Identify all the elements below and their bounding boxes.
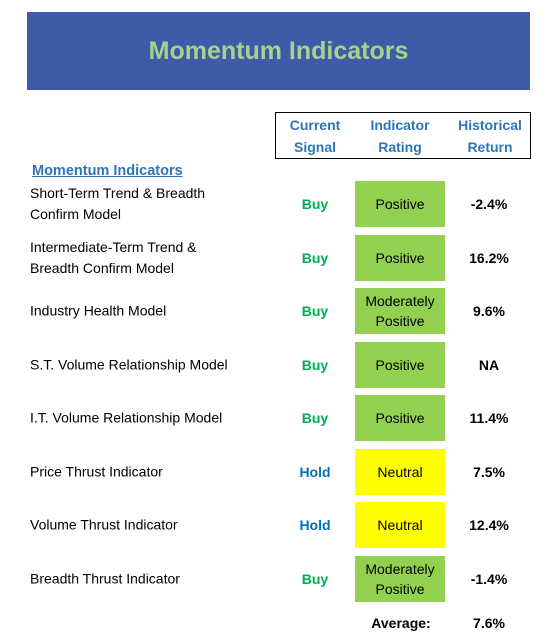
signal: Buy <box>301 570 329 587</box>
row-name-line: Breadth Thrust Indicator <box>30 570 180 586</box>
rating-box: Positive <box>355 395 445 441</box>
historical-return: 12.4% <box>469 517 509 533</box>
signal: Buy <box>301 410 329 426</box>
signal: Hold <box>299 517 331 533</box>
column-header: Indicator Rating <box>370 117 430 155</box>
column-header: Current Signal <box>289 117 341 155</box>
signal: Buy <box>301 196 329 212</box>
rating: Positive <box>375 410 425 426</box>
row-name-line: Price Thrust Indicator <box>30 463 163 479</box>
row-name-line: Industry Health Model <box>30 302 167 319</box>
historical-return: 16.2% <box>469 249 509 266</box>
historical-return: NA <box>478 356 500 373</box>
banner: Momentum Indicators <box>27 12 530 90</box>
row-name: Short-Term Trend & Breadth Confirm Model <box>30 183 205 225</box>
row-name-line: Confirm Model <box>30 206 122 222</box>
historical-return: 9.6% <box>473 303 505 319</box>
rating-box: Moderately Positive <box>355 288 445 334</box>
historical-return: -2.4% <box>470 196 508 212</box>
row-name-line: I.T. Volume Relationship Model <box>30 409 223 426</box>
row-name-line: Intermediate-Term Trend & <box>30 238 197 255</box>
signal: Buy <box>301 249 329 266</box>
rating-box: Positive <box>355 181 445 227</box>
row-name: Breadth Thrust Indicator <box>30 568 180 589</box>
row-name: I.T. Volume Relationship Model <box>30 408 222 429</box>
row-name: S.T. Volume Relationship Model <box>30 354 228 375</box>
title: Momentum Indicators <box>148 36 409 65</box>
section-label: Momentum Indicators <box>32 163 183 179</box>
rating-box: Moderately Positive <box>355 555 445 602</box>
rating-box: Positive <box>355 234 445 281</box>
rating: Positive <box>375 196 425 212</box>
row-name: Industry Health Model <box>30 301 166 322</box>
row-name-line: S.T. Volume Relationship Model <box>30 356 228 372</box>
signal: Hold <box>299 463 331 480</box>
row-name-line: Volume Thrust Indicator <box>30 516 178 533</box>
historical-return: -1.4% <box>470 570 508 587</box>
average-label: Average: <box>371 615 431 631</box>
row-name: Volume Thrust Indicator <box>30 515 178 536</box>
column-header: Historical Return <box>458 117 522 155</box>
row-name: Intermediate-Term Trend & Breadth Confirm… <box>30 237 197 279</box>
historical-return: 7.5% <box>473 463 505 480</box>
historical-return: 11.4% <box>469 410 509 426</box>
rating-box: Positive <box>355 341 445 388</box>
header-box <box>275 112 531 159</box>
signal: Buy <box>301 356 329 373</box>
signal: Buy <box>301 303 329 319</box>
average-value: 7.6% <box>473 615 505 631</box>
row-name-line: Breadth Confirm Model <box>30 259 174 276</box>
row-name: Price Thrust Indicator <box>30 461 163 482</box>
rating: Neutral <box>377 517 423 533</box>
rating: Moderately Positive <box>365 560 435 597</box>
rating: Positive <box>375 249 425 266</box>
rating-box: Neutral <box>355 502 445 548</box>
rating: Positive <box>375 356 425 373</box>
rating: Neutral <box>377 463 423 480</box>
row-name-line: Short-Term Trend & Breadth <box>30 185 206 201</box>
rating-box: Neutral <box>355 448 445 495</box>
rating: Moderately Positive <box>365 293 435 329</box>
